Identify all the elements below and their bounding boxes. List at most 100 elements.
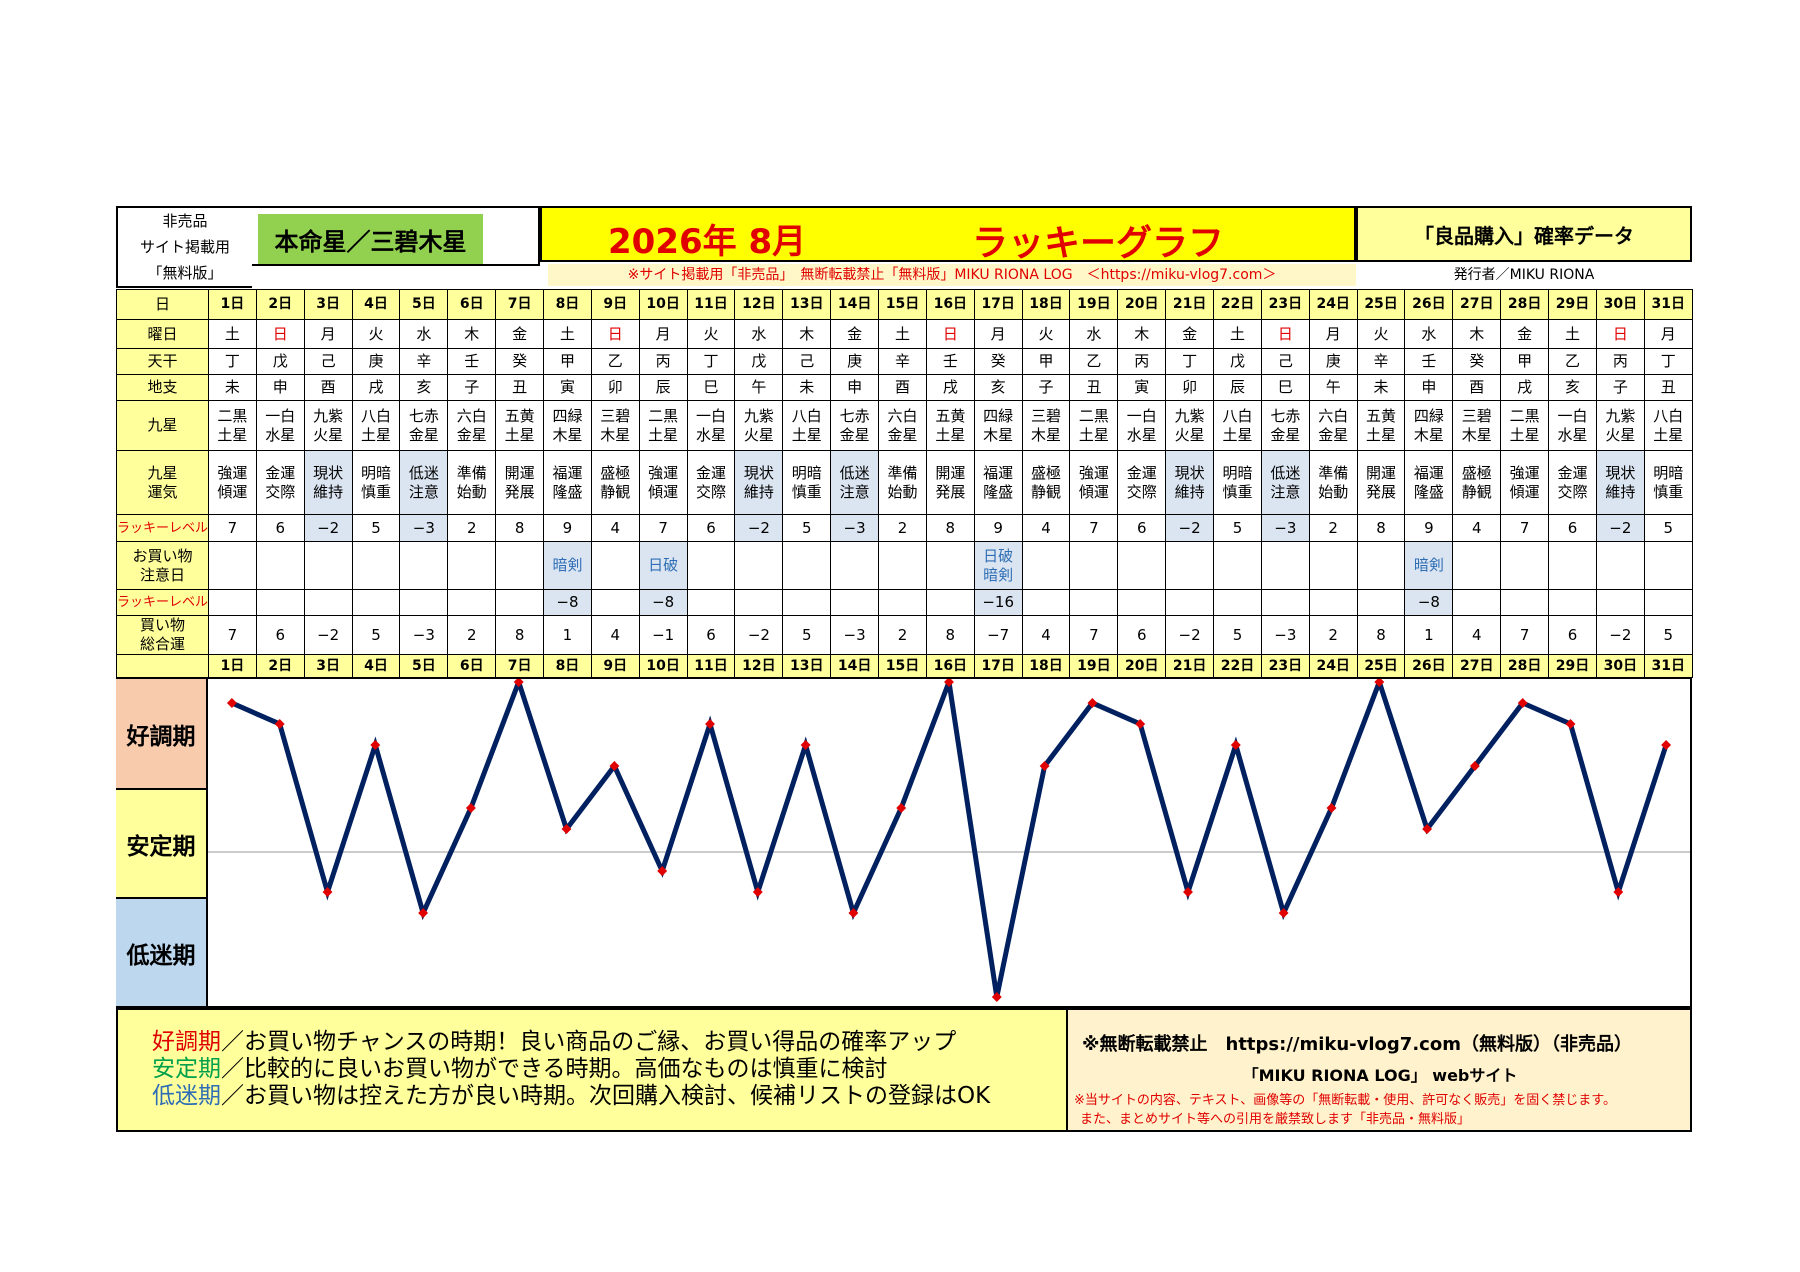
unki-top: 低迷 (1270, 463, 1301, 482)
copyright-notice: ※無断転載禁止 https://miku-vlog7.com（無料版）（非売品）… (1068, 1008, 1692, 1132)
tenkan-cell: 戊 (255, 348, 305, 375)
kyusei-bottom: 土星 (1653, 425, 1684, 444)
unki-cell: 金運 交際 (1548, 450, 1597, 515)
day-cell: 19日 (1069, 289, 1119, 320)
chishi-cell: 酉 (1452, 374, 1502, 401)
kyusei-cell: 四緑 木星 (973, 400, 1023, 451)
note-line: 非売品 (162, 212, 208, 230)
weekday-cell: 月 (1643, 319, 1693, 349)
day-cell: 29日 (1548, 654, 1597, 678)
kyusei-top: 四緑 (552, 406, 583, 425)
tenkan-cell: 甲 (1021, 348, 1071, 375)
row-label (116, 654, 209, 678)
zone-stable: 安定期 (116, 788, 208, 897)
chishi-cell: 子 (1021, 374, 1071, 401)
unki-top: 現状 (1605, 463, 1636, 482)
kyusei-top: 二黒 (1509, 406, 1540, 425)
weekday-cell: 金 (1500, 319, 1550, 349)
data-point-10 (657, 866, 668, 876)
unki-cell: 強運 傾運 (1500, 450, 1550, 515)
caution-text: 暗剣 (1413, 556, 1444, 574)
kyusei-bottom: 木星 (552, 425, 583, 444)
row-label-text: 買い物 (139, 616, 185, 635)
lucky-level-cell: 7 (208, 514, 257, 542)
unki-top: 開運 (504, 463, 535, 482)
unki-top: 準備 (456, 463, 487, 482)
lucky-level-cell: 8 (495, 514, 545, 542)
kyusei-bottom: 土星 (1222, 425, 1253, 444)
caution-level-cell: −16 (973, 589, 1023, 616)
caution-level-cell (495, 589, 545, 616)
kyusei-bottom: 土星 (935, 425, 966, 444)
unki-bottom: 慎重 (1653, 482, 1684, 501)
caution-cell: 日破 暗剣 (973, 541, 1023, 590)
caution-level-cell (208, 589, 257, 616)
tenkan-cell: 辛 (1356, 348, 1406, 375)
unki-bottom: 始動 (887, 482, 918, 501)
day-cell: 20日 (1117, 289, 1167, 320)
day-cell: 28日 (1500, 289, 1550, 320)
kyusei-bottom: 金星 (887, 425, 918, 444)
day-cell: 16日 (925, 654, 975, 678)
unki-cell: 強運 傾運 (1069, 450, 1119, 515)
row-label: 曜日 (116, 319, 209, 349)
chishi-cell: 亥 (1548, 374, 1597, 401)
caution-level-cell: −8 (543, 589, 592, 616)
total-cell: 2 (447, 615, 497, 655)
lucky-level-cell: 5 (1213, 514, 1262, 542)
total-cell: 8 (925, 615, 975, 655)
kyusei-bottom: 金星 (839, 425, 870, 444)
tenkan-cell: 戊 (734, 348, 784, 375)
unki-bottom: 維持 (313, 482, 344, 501)
caution-cell (495, 541, 545, 590)
fortune-table: 日 1日 2日 3日 4日 5日 6日 7日 8日 9日 10日 11日 12日 13日 14日 15日 16日… (116, 289, 1693, 678)
caution-cell: 暗剣 (543, 541, 592, 590)
total-cell: −2 (1165, 615, 1215, 655)
day-cell: 31日 (1643, 654, 1693, 678)
day-cell: 4日 (351, 289, 401, 320)
weekday-cell: 土 (208, 319, 257, 349)
weekday-cell: 土 (878, 319, 927, 349)
tenkan-cell: 壬 (925, 348, 975, 375)
data-point-4 (370, 740, 381, 750)
tenkan-cell: 己 (782, 348, 832, 375)
weekday-cell: 土 (1213, 319, 1262, 349)
day-cell: 3日 (303, 654, 353, 678)
row-label-text: 九星 (147, 463, 178, 482)
unki-top: 現状 (313, 463, 344, 482)
kyusei-bottom: 金星 (1270, 425, 1301, 444)
kyusei-top: 八白 (1222, 406, 1253, 425)
day-cell: 17日 (973, 289, 1023, 320)
row-label-text: 天干 (147, 352, 178, 370)
chishi-cell: 午 (734, 374, 784, 401)
kyusei-bottom: 金星 (1318, 425, 1349, 444)
total-cell: 7 (1069, 615, 1119, 655)
kyusei-top: 一白 (696, 406, 727, 425)
caution-level-cell (1213, 589, 1262, 616)
unki-cell: 開運 発展 (495, 450, 545, 515)
unki-bottom: 維持 (1174, 482, 1205, 501)
caution-cell (1260, 541, 1310, 590)
day-cell: 14日 (830, 289, 880, 320)
kyusei-cell: 六白 金星 (878, 400, 927, 451)
day-cell: 31日 (1643, 289, 1693, 320)
day-cell: 5日 (399, 289, 449, 320)
tenkan-cell: 癸 (1452, 348, 1502, 375)
kyusei-top: 六白 (1318, 406, 1349, 425)
lucky-level-cell: −3 (830, 514, 880, 542)
tenkan-cell: 甲 (543, 348, 592, 375)
right-title: 「良品購入」確率データ (1356, 206, 1692, 262)
kyusei-top: 七赤 (408, 406, 439, 425)
caution-cell (1308, 541, 1358, 590)
kyusei-bottom: 火星 (1174, 425, 1205, 444)
unki-top: 金運 (1557, 463, 1588, 482)
total-cell: 1 (543, 615, 592, 655)
day-cell: 24日 (1308, 289, 1358, 320)
row-label: 地支 (116, 374, 209, 401)
weekday-cell: 月 (973, 319, 1023, 349)
day-cell: 21日 (1165, 289, 1215, 320)
kyusei-cell: 三碧 木星 (1021, 400, 1071, 451)
kyusei-cell: 二黒 土星 (638, 400, 688, 451)
day-cell: 11日 (686, 289, 736, 320)
tenkan-cell: 庚 (351, 348, 401, 375)
